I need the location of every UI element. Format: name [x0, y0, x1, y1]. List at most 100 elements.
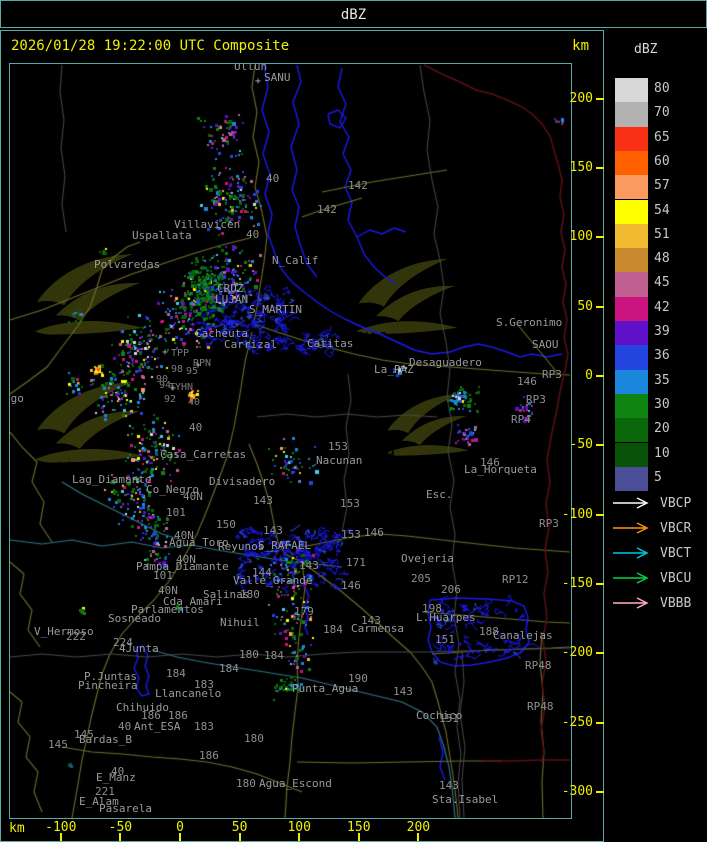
place-label: Co_Negro — [146, 483, 199, 496]
legend-dbz-title: dBZ — [634, 42, 658, 57]
right-axis-label: 200 — [569, 90, 593, 106]
right-axis-tick — [596, 305, 604, 308]
road-number-label: RP3 — [542, 368, 562, 381]
dbz-swatch-54 — [615, 199, 648, 224]
bottom-axis-label: -100 — [45, 820, 77, 835]
road-number-label: 146 — [517, 375, 537, 388]
dbz-swatch-20 — [615, 418, 648, 443]
road-number-label: 145 — [74, 728, 94, 741]
bottom-axis-tick — [238, 833, 241, 841]
dbz-swatch-57 — [615, 175, 648, 200]
right-axis-label: 50 — [577, 298, 593, 314]
road-number-label: 183 — [194, 720, 214, 733]
place-label: Esc. — [426, 488, 453, 501]
legend-arrow-label: VBBB — [660, 596, 692, 611]
place-label: Valle_Grande — [233, 574, 313, 587]
dbz-swatch-42 — [615, 296, 648, 321]
dbz-swatch-36 — [615, 345, 648, 370]
road-number-label: 180 — [244, 732, 264, 745]
station-code-label: TPP — [171, 348, 190, 359]
road-number-label: RP3 — [526, 393, 546, 406]
radar-canvas — [10, 64, 571, 818]
place-label: Nihuil — [220, 616, 260, 629]
road-number-label: 224 — [113, 636, 133, 649]
km-unit-label-top: km — [572, 38, 589, 54]
road-number-label: 151 — [435, 633, 455, 646]
dbz-swatch-35 — [615, 369, 648, 394]
road-number-label: RP12 — [502, 573, 529, 586]
place-label: Cochico — [416, 709, 463, 722]
map-panel: 2026/01/28 19:22:00 UTC Composite km DAC… — [0, 30, 604, 842]
road-number-label: 143 — [263, 524, 283, 537]
place-label: N_Calif — [272, 254, 319, 267]
road-number-label: 180 — [239, 648, 259, 661]
road-number-label: 151 — [439, 712, 459, 725]
right-axis-tick — [596, 790, 604, 793]
place-label: ago — [10, 392, 24, 405]
title-bar: dBZ — [0, 0, 707, 28]
road-number-label: 145 — [48, 738, 68, 751]
dbz-swatch-39 — [615, 321, 648, 346]
dbz-scale-label: 51 — [654, 226, 670, 242]
legend-arrow-label: VBCU — [660, 571, 692, 586]
bottom-axis-tick — [59, 833, 62, 841]
page-title: dBZ — [340, 7, 367, 23]
station-code-label: 90 — [156, 374, 169, 385]
road-number-label: 184 — [323, 623, 343, 636]
place-label: Divisadero — [209, 475, 276, 488]
dbz-swatch-51 — [615, 223, 648, 249]
station-code-label: 40 — [188, 397, 201, 408]
place-label: Ovejeria — [401, 552, 454, 565]
dbz-scale-label: 10 — [654, 445, 670, 461]
dbz-scale-label: 20 — [654, 421, 670, 437]
place-label: Agua_Escond — [259, 777, 332, 790]
road-number-label: 142 — [348, 179, 368, 192]
place-label: Parlamentos — [131, 603, 204, 616]
place-label: Canalejas — [493, 629, 553, 642]
place-label: Agua_Toro — [169, 536, 229, 549]
legend-arrow-row-vbcr: VBCR — [612, 521, 707, 536]
right-axis-tick — [596, 167, 604, 170]
station-code-label: 98 — [171, 364, 184, 375]
bottom-axis-tick — [298, 833, 301, 841]
right-axis-label: 0 — [585, 368, 593, 383]
bottom-axis-tick — [357, 833, 360, 841]
place-label: Cda_Amari — [163, 595, 223, 608]
place-label: Lag_Diamante — [72, 473, 152, 486]
dbz-swatch-10 — [615, 442, 648, 467]
dbz-scale-label: 54 — [654, 202, 670, 218]
dbz-swatch-70 — [615, 102, 648, 127]
bottom-axis-label: 0 — [176, 820, 184, 835]
road-number-label: 186 — [168, 709, 188, 722]
road-number-label: 40 — [111, 765, 125, 778]
right-axis-label: -50 — [569, 437, 593, 453]
road-number-label: 184 — [219, 662, 239, 675]
radar-plot-area: DACCDACCDACCDACCDirección de Agricultura… — [9, 63, 572, 819]
place-label: SAOU — [532, 338, 559, 351]
bottom-axis-tick — [417, 833, 420, 841]
bottom-axis-label: -50 — [108, 820, 133, 835]
right-axis-tick — [596, 236, 604, 239]
dbz-swatch-60 — [615, 150, 648, 176]
road-number-label: 146 — [341, 579, 361, 592]
dbz-scale-label: 80 — [654, 81, 670, 96]
dbz-swatch-30 — [615, 393, 648, 419]
road-number-label: 190 — [348, 672, 368, 685]
place-label: E_Manz — [96, 771, 136, 784]
place-label: Casa_Carretas — [160, 448, 247, 461]
bottom-axis-label: 150 — [347, 820, 371, 835]
right-axis-tick — [596, 652, 604, 655]
road-number-label: 40N — [158, 584, 178, 597]
place-label: LUJAN — [215, 293, 249, 306]
station-code-label: TYHN — [169, 382, 194, 393]
place-label: Sta.Isabel — [432, 793, 499, 806]
dbz-scale-label: 65 — [654, 129, 670, 145]
vbcp-arrow-icon — [613, 497, 649, 509]
legend-arrow-row-vbcp: VBCP — [612, 496, 707, 511]
place-label: Pincheira — [78, 679, 138, 692]
road-number-label: RP3 — [539, 517, 559, 530]
vbct-arrow-icon — [613, 547, 649, 559]
place-label: Polvaredas — [94, 258, 161, 271]
place-label: 4Junta — [119, 642, 159, 655]
